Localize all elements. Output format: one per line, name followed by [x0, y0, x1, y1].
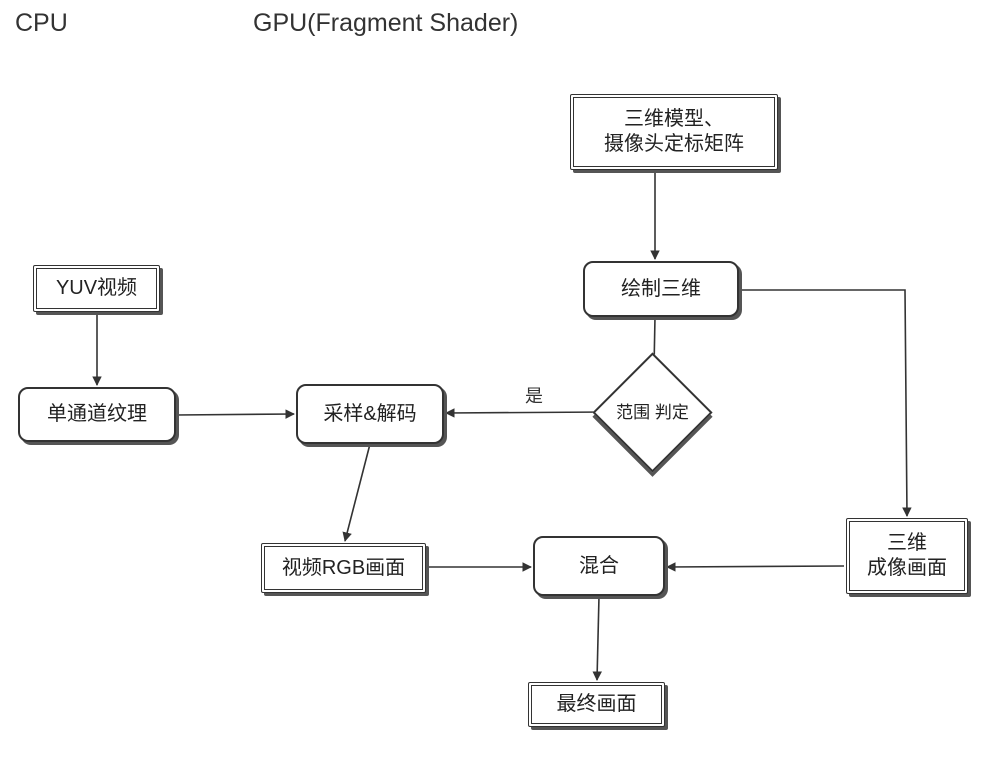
gpu-label: GPU(Fragment Shader)	[253, 9, 518, 38]
node-draw3d: 绘制三维	[583, 261, 739, 317]
edge-mix-final	[597, 596, 599, 680]
node-yuv: YUV视频	[33, 265, 160, 312]
node-range-label: 范围 判定	[610, 370, 695, 455]
node-model: 三维模型、 摄像头定标矩阵	[570, 94, 778, 170]
edge-label-yes: 是	[525, 382, 543, 408]
node-img3d: 三维 成像画面	[846, 518, 968, 594]
node-rgb: 视频RGB画面	[261, 543, 426, 593]
node-single: 单通道纹理	[18, 387, 176, 442]
diagram-canvas: CPU GPU(Fragment Shader) YUV视频单通道纹理 采样&解码…	[0, 0, 1000, 775]
node-mix: 混合	[533, 536, 665, 596]
edge-draw3d-img3d	[739, 290, 907, 516]
edge-sample-rgb	[345, 444, 370, 541]
edge-range-sample	[446, 412, 608, 413]
edge-img3d-mix	[667, 566, 844, 567]
edge-single-sample	[176, 414, 294, 415]
node-sample: 采样&解码	[296, 384, 444, 444]
cpu-label: CPU	[15, 9, 68, 38]
node-final: 最终画面	[528, 682, 665, 727]
node-range: 范围 判定	[610, 370, 695, 455]
